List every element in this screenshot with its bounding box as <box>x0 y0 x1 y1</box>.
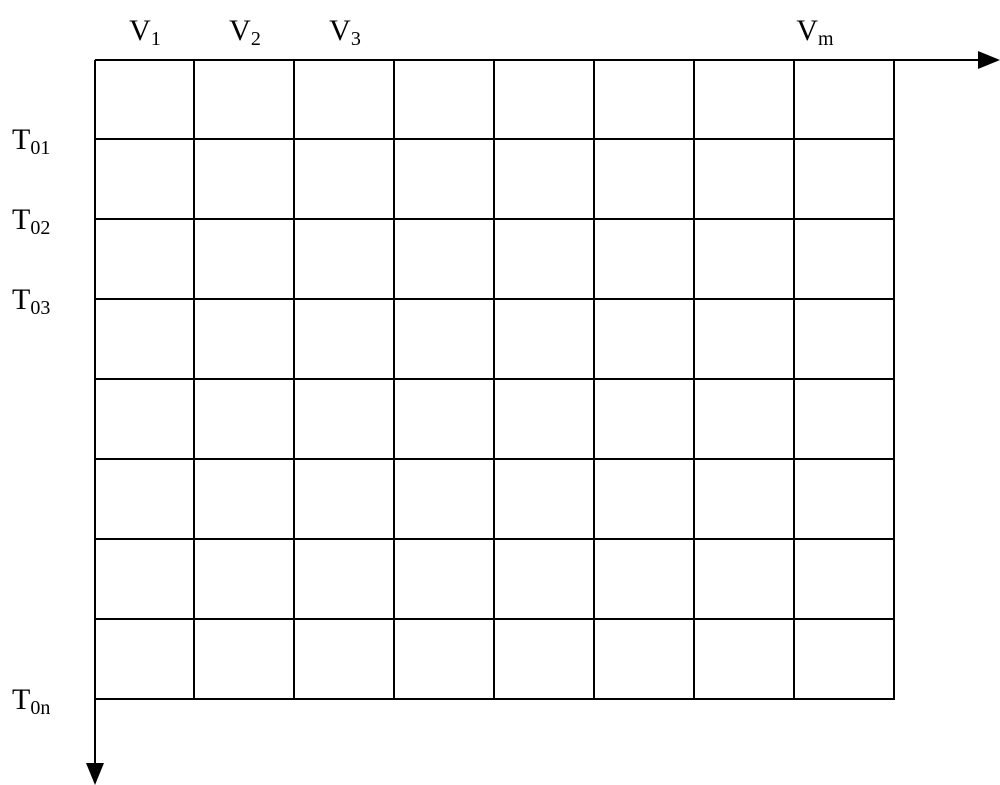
grid-cell <box>595 300 695 380</box>
row-label: T02 <box>12 203 50 237</box>
label-base: T <box>12 683 30 716</box>
grid-cell <box>695 140 795 220</box>
grid-cell <box>295 380 395 460</box>
row-label: T03 <box>12 283 50 317</box>
label-base: V <box>129 14 151 47</box>
grid-cell <box>395 380 495 460</box>
grid-cell <box>795 60 895 140</box>
grid-cell <box>295 140 395 220</box>
grid-cell <box>95 620 195 700</box>
label-subscript: m <box>818 28 834 50</box>
grid-cell <box>595 60 695 140</box>
grid-cell <box>95 60 195 140</box>
label-subscript: 01 <box>30 137 50 159</box>
grid-cell <box>395 460 495 540</box>
grid-cell <box>195 220 295 300</box>
grid-cell <box>195 300 295 380</box>
label-subscript: 03 <box>30 297 50 319</box>
label-subscript: 2 <box>251 28 261 50</box>
grid <box>95 60 895 700</box>
grid-cell <box>295 300 395 380</box>
grid-cell <box>495 620 595 700</box>
grid-cell <box>395 300 495 380</box>
grid-cell <box>295 620 395 700</box>
grid-cell <box>95 540 195 620</box>
grid-cell <box>695 220 795 300</box>
grid-cell <box>695 380 795 460</box>
grid-cell <box>795 620 895 700</box>
grid-cell <box>395 540 495 620</box>
grid-cell <box>795 460 895 540</box>
grid-cell <box>695 60 795 140</box>
grid-cell <box>295 540 395 620</box>
x-axis-arrow-icon <box>978 51 1000 69</box>
grid-cell <box>495 540 595 620</box>
column-label: V3 <box>329 14 361 48</box>
grid-diagram: V1V2V3VmT01T02T03T0n <box>0 0 1000 777</box>
grid-cell <box>95 300 195 380</box>
label-subscript: 02 <box>30 217 50 239</box>
row-label: T01 <box>12 123 50 157</box>
grid-cell <box>695 540 795 620</box>
grid-cell <box>595 140 695 220</box>
label-base: V <box>329 14 351 47</box>
grid-cell <box>395 60 495 140</box>
grid-cell <box>495 220 595 300</box>
label-subscript: 1 <box>151 28 161 50</box>
grid-cell <box>195 60 295 140</box>
grid-cell <box>295 460 395 540</box>
grid-cell <box>495 460 595 540</box>
label-base: V <box>796 14 818 47</box>
grid-cell <box>395 140 495 220</box>
grid-cell <box>595 540 695 620</box>
grid-cell <box>195 140 295 220</box>
grid-cell <box>595 380 695 460</box>
grid-cell <box>195 380 295 460</box>
row-label: T0n <box>12 683 50 717</box>
grid-cell <box>595 220 695 300</box>
grid-cell <box>695 460 795 540</box>
column-label: Vm <box>796 14 833 48</box>
grid-cell <box>595 460 695 540</box>
grid-cell <box>495 60 595 140</box>
label-subscript: 0n <box>30 697 50 719</box>
grid-cell <box>495 300 595 380</box>
label-base: V <box>229 14 251 47</box>
grid-cell <box>95 380 195 460</box>
grid-cell <box>795 540 895 620</box>
grid-cell <box>395 620 495 700</box>
grid-cell <box>195 460 295 540</box>
label-base: T <box>12 203 30 236</box>
label-base: T <box>12 283 30 316</box>
grid-cell <box>195 540 295 620</box>
grid-cell <box>495 380 595 460</box>
label-subscript: 3 <box>351 28 361 50</box>
column-label: V2 <box>229 14 261 48</box>
grid-cell <box>295 220 395 300</box>
grid-cell <box>595 620 695 700</box>
y-axis-arrow-icon <box>86 763 104 785</box>
x-axis <box>95 59 980 61</box>
grid-cell <box>395 220 495 300</box>
label-base: T <box>12 123 30 156</box>
grid-cell <box>795 380 895 460</box>
grid-cell <box>295 60 395 140</box>
grid-cell <box>695 300 795 380</box>
y-axis <box>94 60 96 765</box>
grid-cell <box>95 220 195 300</box>
grid-cell <box>95 140 195 220</box>
grid-cell <box>95 460 195 540</box>
grid-cell <box>795 140 895 220</box>
column-label: V1 <box>129 14 161 48</box>
grid-cell <box>195 620 295 700</box>
grid-cell <box>695 620 795 700</box>
grid-cell <box>495 140 595 220</box>
grid-cell <box>795 300 895 380</box>
grid-cell <box>795 220 895 300</box>
